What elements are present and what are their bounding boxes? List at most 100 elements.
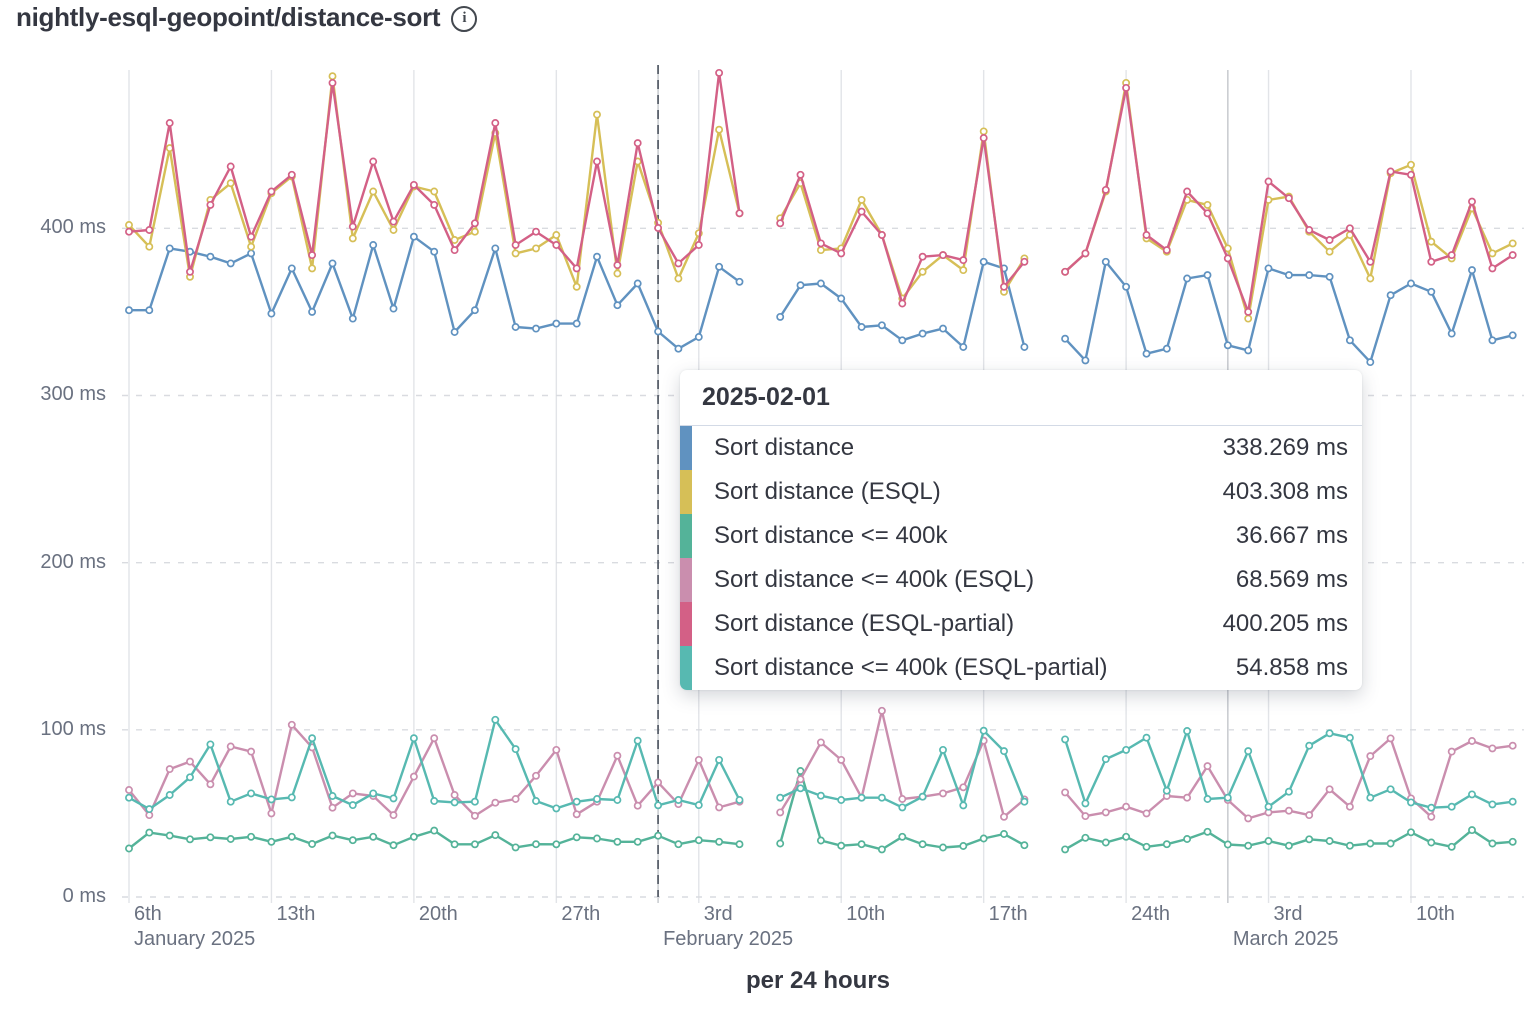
data-point-sort-distance[interactable] [287,264,296,273]
data-point-sort-distance-esql[interactable] [959,266,968,275]
data-point-sort-distance[interactable] [735,277,744,286]
data-point-sort-distance-esql[interactable] [1508,239,1517,248]
data-point-sort-distance-400k-esql-partial[interactable] [409,734,418,743]
data-point-sort-distance-400k-esql[interactable] [125,786,133,794]
data-point-sort-distance-400k-esql-partial[interactable] [715,755,724,764]
data-point-sort-distance-400k-esql-partial[interactable] [1244,747,1253,756]
data-point-sort-distance-400k-esql-partial[interactable] [979,726,988,735]
data-point-sort-distance[interactable] [613,301,622,310]
data-point-sort-distance-esql-partial[interactable] [694,241,703,249]
data-point-sort-distance[interactable] [1427,287,1436,296]
data-point-sort-distance-400k-esql-partial[interactable] [654,801,663,810]
data-point-sort-distance[interactable] [430,247,439,256]
data-point-sort-distance-400k-esql-partial[interactable] [1081,799,1090,808]
data-point-sort-distance[interactable] [898,336,907,345]
data-point-sort-distance[interactable] [470,306,479,315]
data-point-sort-distance-400k-esql-partial[interactable] [287,793,296,802]
data-point-sort-distance-esql[interactable] [308,264,317,273]
data-point-sort-distance-esql[interactable] [593,110,601,119]
data-point-sort-distance-esql-partial[interactable] [328,78,337,87]
data-point-sort-distance-esql-partial[interactable] [308,251,317,260]
data-point-sort-distance[interactable] [1488,336,1497,345]
data-point-sort-distance[interactable] [491,244,500,253]
data-point-sort-distance-esql[interactable] [145,242,154,251]
data-point-sort-distance-400k-esql-partial[interactable] [186,773,194,782]
data-point-sort-distance-esql-partial[interactable] [1244,307,1253,316]
data-point-sort-distance-esql-partial[interactable] [857,207,866,216]
data-point-sort-distance-400k[interactable] [1203,827,1212,836]
data-point-sort-distance-400k-esql[interactable] [1244,814,1253,823]
data-point-sort-distance-esql-partial[interactable] [1203,209,1212,218]
data-point-sort-distance-esql-partial[interactable] [1101,185,1110,194]
data-point-sort-distance-400k-esql[interactable] [1468,737,1476,745]
data-point-sort-distance[interactable] [1020,343,1029,351]
data-point-sort-distance[interactable] [633,279,642,288]
data-point-sort-distance-400k-esql[interactable] [1345,802,1354,811]
data-point-sort-distance-400k[interactable] [1366,839,1375,848]
data-point-sort-distance-400k-esql[interactable] [1508,741,1517,750]
data-point-sort-distance-400k[interactable] [1142,842,1151,851]
data-point-sort-distance-esql[interactable] [552,231,561,239]
data-point-sort-distance-400k-esql[interactable] [715,803,724,812]
data-point-sort-distance-400k-esql-partial[interactable] [776,793,785,802]
data-point-sort-distance-400k[interactable] [226,835,235,843]
data-point-sort-distance[interactable] [674,344,683,353]
data-point-sort-distance[interactable] [1142,349,1151,358]
data-point-sort-distance-400k-esql-partial[interactable] [633,736,642,745]
data-point-sort-distance-400k[interactable] [1468,826,1476,835]
data-point-sort-distance-esql[interactable] [389,226,398,234]
data-point-sort-distance-400k-esql-partial[interactable] [1264,802,1273,811]
data-point-sort-distance-400k-esql-partial[interactable] [898,803,907,812]
data-point-sort-distance-400k-esql[interactable] [1142,809,1151,818]
data-point-sort-distance-esql-partial[interactable] [918,252,927,261]
data-point-sort-distance-esql[interactable] [1203,200,1212,209]
data-point-sort-distance-esql-partial[interactable] [979,134,988,142]
data-point-sort-distance-400k-esql-partial[interactable] [694,801,703,810]
data-point-sort-distance-400k-esql-partial[interactable] [674,796,683,804]
data-point-sort-distance-400k[interactable] [654,831,663,840]
data-point-sort-distance-esql[interactable] [125,221,133,229]
data-point-sort-distance-400k-esql[interactable] [287,720,296,729]
data-point-sort-distance[interactable] [1203,271,1212,280]
data-point-sort-distance-400k-esql-partial[interactable] [816,791,825,800]
data-point-sort-distance-400k-esql-partial[interactable] [430,797,439,805]
data-point-sort-distance-400k-esql[interactable] [430,734,439,743]
data-point-sort-distance-400k[interactable] [613,837,622,846]
data-point-sort-distance-400k-esql[interactable] [247,747,256,756]
data-point-sort-distance-400k-esql-partial[interactable] [918,792,927,801]
data-point-sort-distance[interactable] [1061,334,1070,343]
data-point-sort-distance-400k[interactable] [409,832,418,841]
data-point-sort-distance-esql[interactable] [1244,314,1253,323]
data-point-sort-distance-400k[interactable] [715,837,724,846]
data-point-sort-distance-400k[interactable] [918,840,927,849]
data-point-sort-distance[interactable] [1244,346,1253,355]
data-point-sort-distance-esql-partial[interactable] [247,232,256,241]
data-point-sort-distance-400k[interactable] [532,840,540,849]
data-point-sort-distance-esql-partial[interactable] [1305,226,1314,234]
data-point-sort-distance-esql[interactable] [572,282,581,291]
data-point-sort-distance[interactable] [877,321,886,330]
data-point-sort-distance-400k-esql-partial[interactable] [1447,802,1456,811]
data-point-sort-distance-400k-esql-partial[interactable] [593,795,601,803]
data-point-sort-distance-400k[interactable] [816,836,825,845]
data-point-sort-distance[interactable] [369,241,378,249]
data-point-sort-distance-esql-partial[interactable] [552,241,561,249]
data-point-sort-distance[interactable] [226,259,235,268]
data-point-sort-distance-esql[interactable] [1325,247,1334,256]
data-point-sort-distance-esql[interactable] [979,127,988,136]
data-point-sort-distance-esql-partial[interactable] [633,139,642,148]
data-point-sort-distance-esql-partial[interactable] [1061,267,1070,276]
data-point-sort-distance-400k-esql[interactable] [1203,762,1212,771]
data-point-sort-distance-400k[interactable] [1386,839,1395,848]
data-point-sort-distance-400k-esql-partial[interactable] [470,797,479,806]
data-point-sort-distance-400k-esql[interactable] [776,808,785,817]
data-point-sort-distance-400k-esql-partial[interactable] [939,745,947,754]
data-point-sort-distance-400k-esql-partial[interactable] [1162,786,1171,795]
data-point-sort-distance-esql-partial[interactable] [572,264,581,273]
data-point-sort-distance-400k-esql[interactable] [328,803,337,812]
data-point-sort-distance[interactable] [247,249,256,258]
data-point-sort-distance-esql[interactable] [226,179,235,188]
data-point-sort-distance-esql[interactable] [369,187,378,196]
data-point-sort-distance[interactable] [796,281,805,290]
data-point-sort-distance-esql[interactable] [1407,160,1415,169]
